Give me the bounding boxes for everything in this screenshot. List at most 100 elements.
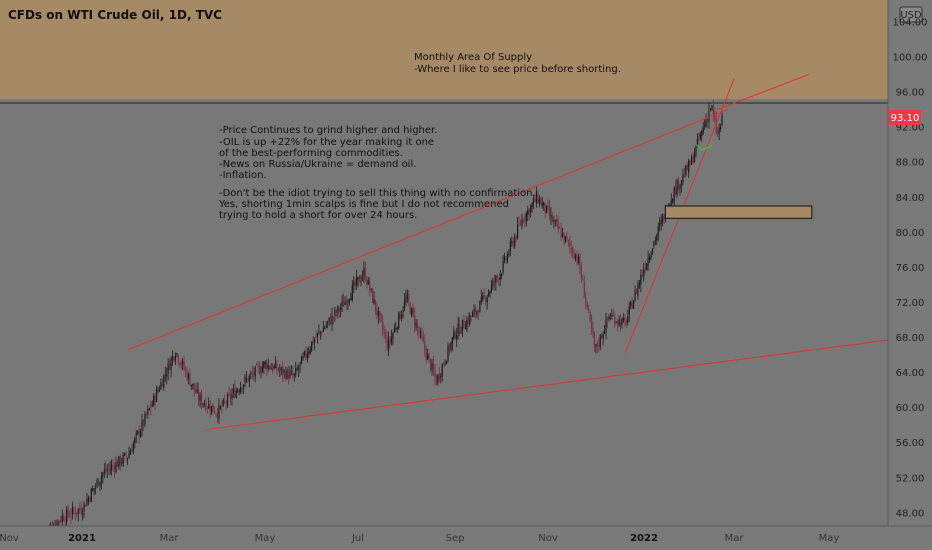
candle: [411, 307, 413, 318]
candle: [425, 345, 427, 364]
candle: [721, 110, 723, 127]
candle: [112, 458, 114, 472]
candle: [140, 428, 142, 438]
candle: [302, 352, 304, 361]
candle: [174, 352, 177, 365]
candle: [559, 225, 561, 229]
candle: [459, 317, 461, 336]
candle: [373, 291, 375, 305]
candle: [627, 309, 629, 326]
candle: [138, 425, 140, 444]
candle: [461, 319, 464, 338]
candle: [334, 306, 336, 322]
candle: [654, 236, 656, 246]
candle: [341, 294, 343, 313]
trendline[interactable]: [127, 109, 729, 351]
candle: [231, 387, 233, 406]
candle: [209, 400, 211, 419]
candle: [476, 310, 478, 318]
candle: [709, 108, 712, 112]
candle: [570, 240, 572, 257]
candle: [322, 320, 324, 332]
candle: [84, 504, 87, 507]
time-tick-label: Sep: [446, 533, 465, 544]
candle: [682, 168, 684, 186]
candle: [660, 214, 662, 231]
currency-badge[interactable]: [899, 6, 923, 23]
candle: [261, 361, 264, 373]
candle: [408, 290, 410, 307]
price-tick-label: 76.00: [896, 263, 925, 274]
candle: [641, 269, 643, 279]
price-axis-background[interactable]: [888, 0, 932, 550]
candle: [499, 270, 501, 287]
candle: [76, 512, 78, 517]
candle: [163, 374, 165, 391]
candle: [640, 269, 642, 293]
trendline[interactable]: [206, 337, 907, 431]
candle: [451, 336, 453, 352]
candle: [182, 358, 184, 371]
candle: [171, 350, 174, 366]
candle: [103, 463, 105, 479]
price-tick-label: 100.00: [893, 52, 928, 63]
candle: [704, 119, 706, 130]
candle: [474, 304, 477, 320]
trendline[interactable]: [717, 74, 809, 111]
candle: [575, 253, 577, 262]
time-axis-ticks: Nov 2021 Mar May Jul Sep Nov 2022 Mar May: [0, 533, 839, 544]
candle: [145, 412, 148, 419]
candle: [357, 276, 359, 287]
candle: [689, 159, 691, 166]
candle: [256, 362, 258, 366]
candle: [222, 397, 224, 407]
candle: [566, 231, 568, 243]
candle: [124, 452, 126, 456]
candle: [89, 496, 91, 503]
candle: [622, 313, 625, 323]
candle: [331, 307, 333, 332]
candle: [126, 457, 129, 466]
candle: [548, 200, 551, 221]
candle: [530, 204, 532, 218]
candle: [71, 501, 74, 520]
candle: [161, 378, 163, 387]
candle: [309, 346, 311, 355]
candle: [402, 305, 404, 319]
candle: [527, 205, 529, 222]
candle: [582, 274, 584, 282]
candle: [646, 262, 648, 271]
candle: [319, 330, 322, 340]
candle: [453, 325, 455, 341]
candle: [493, 274, 496, 291]
candle: [358, 274, 361, 283]
candle: [596, 340, 598, 354]
candle: [250, 370, 252, 380]
candle: [489, 290, 491, 298]
candle: [176, 352, 178, 358]
candle: [482, 292, 484, 302]
candle: [270, 363, 272, 370]
candle: [382, 314, 384, 336]
currency-label: USD: [900, 10, 922, 21]
time-axis-background[interactable]: [0, 526, 932, 550]
candles-group: [44, 99, 723, 542]
candle: [314, 337, 316, 351]
candle: [228, 386, 230, 397]
candle: [150, 400, 152, 416]
candle: [189, 368, 191, 386]
time-tick-label: 2021: [68, 533, 96, 544]
candle: [638, 280, 641, 290]
candle: [105, 461, 107, 475]
price-tick-label: 72.00: [896, 298, 925, 309]
candle: [295, 361, 297, 378]
candle: [92, 485, 94, 492]
candle: [466, 316, 468, 332]
candle: [328, 317, 330, 326]
candle: [324, 325, 326, 330]
analysis-notes: -Price Continues to grind higher and hig…: [218, 125, 539, 221]
candle: [418, 326, 420, 340]
candle: [473, 304, 475, 317]
candle: [718, 123, 720, 141]
